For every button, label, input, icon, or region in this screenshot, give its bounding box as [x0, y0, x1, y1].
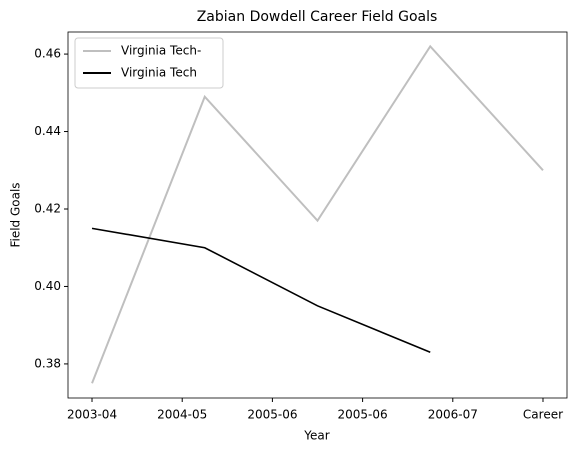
x-tick-label: 2003-04 — [67, 408, 117, 422]
legend: Virginia Tech- Virginia Tech — [74, 37, 224, 89]
legend-label: Virginia Tech- — [121, 44, 201, 58]
y-tick-label: 0.42 — [34, 201, 61, 215]
chart-title: Zabian Dowdell Career Field Goals — [197, 9, 438, 25]
axes-frame — [67, 31, 568, 399]
y-tick-label: 0.46 — [34, 47, 61, 61]
y-tick-label: 0.44 — [34, 124, 61, 138]
x-tick-label: Career — [523, 408, 563, 422]
data-line — [91, 44, 544, 384]
x-axis-label: Year — [303, 429, 329, 443]
x-tick-label: 2006-07 — [428, 408, 478, 422]
y-tick-label: 0.38 — [34, 356, 61, 370]
y-tick-label: 0.40 — [34, 279, 61, 293]
legend-box — [74, 37, 224, 89]
data-line — [91, 227, 431, 354]
x-tick-label: 2005-06 — [247, 408, 297, 422]
y-axis-label: Field Goals — [9, 182, 23, 247]
x-tick-label: 2005-06 — [338, 408, 388, 422]
plot-area — [68, 32, 567, 398]
x-tick-label: 2004-05 — [157, 408, 207, 422]
legend-label: Virginia Tech — [121, 66, 197, 80]
